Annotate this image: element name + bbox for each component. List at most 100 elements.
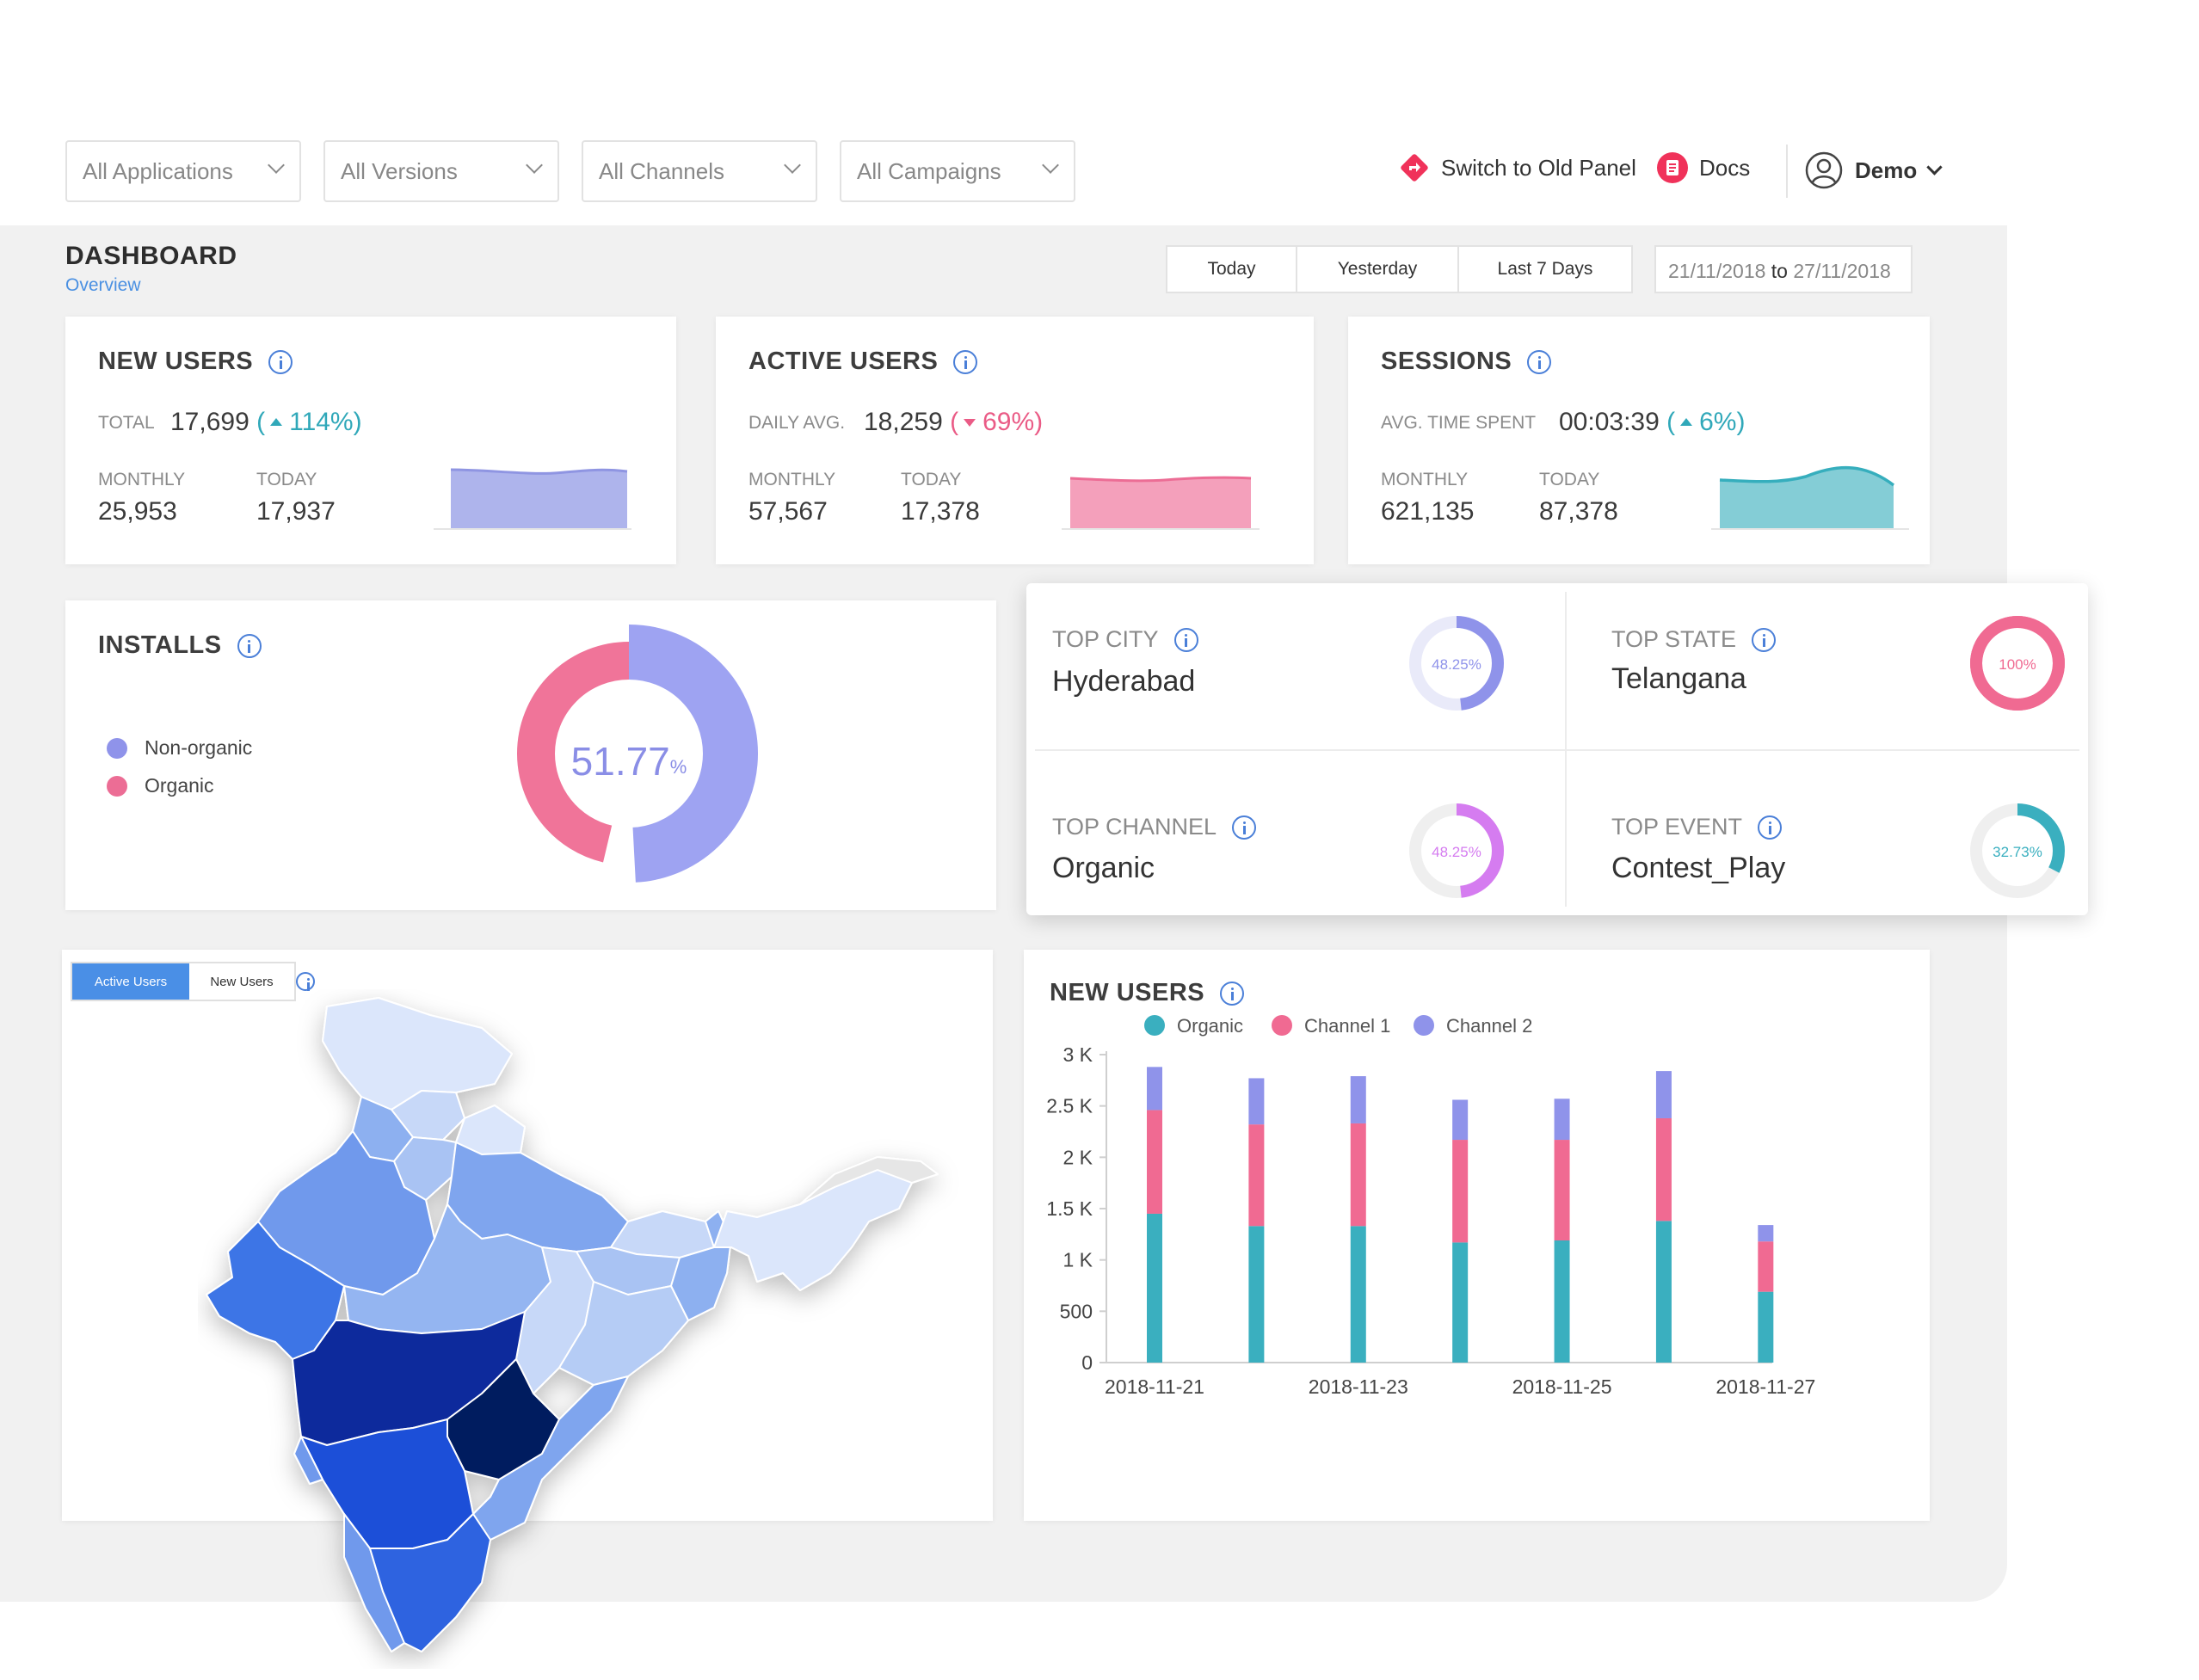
legend-dot xyxy=(1272,1015,1292,1036)
map-region-odisha xyxy=(558,1281,689,1386)
applications-dropdown-label: All Applications xyxy=(83,158,233,184)
bar-segment-organic[interactable] xyxy=(1350,1226,1366,1363)
bar-segment-channel-1[interactable] xyxy=(1758,1241,1774,1292)
range-yesterday-button[interactable]: Yesterday xyxy=(1297,247,1459,292)
y-tick-label: 500 xyxy=(1060,1300,1093,1322)
docs-label: Docs xyxy=(1699,154,1751,181)
docs-link[interactable]: Docs xyxy=(1656,151,1750,184)
new-users-chart-card: NEW USERS Organic Channel 1 Channel 2 0 500 1… xyxy=(1024,950,1930,1521)
info-icon[interactable] xyxy=(1232,815,1257,840)
top-state-value: Telangana xyxy=(1611,662,1746,695)
info-icon[interactable] xyxy=(296,972,315,991)
monthly-label: MONTHLY xyxy=(748,470,836,489)
x-tick-label: 2018-11-25 xyxy=(1512,1375,1612,1398)
installs-card: INSTALLS Non-organic Organic 51.77% xyxy=(65,600,996,910)
top-state-label: TOP STATE xyxy=(1611,626,1777,653)
bar-segment-organic[interactable] xyxy=(1554,1240,1570,1363)
change-value: 69% xyxy=(982,408,1035,436)
india-map[interactable] xyxy=(198,989,972,1669)
bar-segment-organic[interactable] xyxy=(1655,1221,1672,1363)
versions-dropdown-label: All Versions xyxy=(341,158,458,184)
info-icon[interactable] xyxy=(1527,349,1552,374)
channels-dropdown[interactable]: All Channels xyxy=(582,140,817,202)
avg-time-change: (6%) xyxy=(1666,408,1746,436)
date-separator: to xyxy=(1771,260,1788,282)
y-tick-label: 2 K xyxy=(1063,1146,1093,1168)
range-last-7-days-button[interactable]: Last 7 Days xyxy=(1497,259,1593,279)
monthly-value: 25,953 xyxy=(98,497,177,526)
active-users-title-text: ACTIVE USERS xyxy=(748,348,939,375)
chevron-down-icon xyxy=(268,157,285,174)
legend-dot xyxy=(1414,1015,1434,1036)
range-today-button[interactable]: Today xyxy=(1167,247,1297,292)
bar-segment-organic[interactable] xyxy=(1452,1242,1469,1363)
change-value: 6% xyxy=(1699,408,1737,436)
active-users-sparkline xyxy=(1062,476,1260,530)
switch-old-panel-label: Switch to Old Panel xyxy=(1441,154,1636,181)
date-range-picker[interactable]: 21/11/2018 to 27/11/2018 xyxy=(1654,245,1913,293)
top-channel-value: Organic xyxy=(1052,852,1155,884)
bar-segment-organic[interactable] xyxy=(1248,1226,1265,1363)
y-tick-label: 1 K xyxy=(1063,1249,1093,1271)
map-region-tamil-nadu xyxy=(369,1513,491,1652)
legend-non-organic: Non-organic xyxy=(107,736,252,760)
bar-segment-channel-2[interactable] xyxy=(1554,1098,1570,1141)
info-icon[interactable] xyxy=(1173,627,1198,652)
today-value: 17,378 xyxy=(901,497,980,526)
tab-new-users[interactable]: New Users xyxy=(189,963,294,1000)
date-to: 27/11/2018 xyxy=(1793,260,1891,282)
date-range-buttons: Today Yesterday Last 7 Days xyxy=(1166,245,1633,293)
trend-up-icon xyxy=(270,417,283,426)
ring-pct: 48.25% xyxy=(1432,844,1481,860)
tab-active-users[interactable]: Active Users xyxy=(72,963,189,1000)
stacked-bar-chart: Organic Channel 1 Channel 2 0 500 1 K 1.5 K 2 K… xyxy=(1046,1015,1815,1398)
bar-segment-channel-2[interactable] xyxy=(1655,1071,1672,1118)
installs-title-text: INSTALLS xyxy=(98,631,222,659)
bar-segment-channel-1[interactable] xyxy=(1452,1140,1469,1243)
today-label: TODAY xyxy=(1539,470,1600,489)
map-region-goa xyxy=(293,1436,323,1485)
bar-segment-channel-1[interactable] xyxy=(1248,1124,1265,1227)
campaigns-dropdown[interactable]: All Campaigns xyxy=(840,140,1075,202)
bar-segment-channel-1[interactable] xyxy=(1554,1140,1570,1240)
bar-segment-channel-2[interactable] xyxy=(1350,1076,1366,1123)
chevron-down-icon xyxy=(526,157,543,174)
top-event-value: Contest_Play xyxy=(1611,852,1786,884)
info-icon[interactable] xyxy=(1752,627,1777,652)
donut-slice-organic[interactable] xyxy=(517,642,741,865)
daily-avg-number: 18,259 xyxy=(864,408,943,436)
bar-segment-channel-1[interactable] xyxy=(1147,1110,1162,1214)
info-icon[interactable] xyxy=(953,349,978,374)
bar-segment-channel-2[interactable] xyxy=(1248,1078,1265,1125)
info-icon[interactable] xyxy=(1220,981,1245,1006)
versions-dropdown[interactable]: All Versions xyxy=(323,140,559,202)
tops-horizontal-divider xyxy=(1035,749,2079,751)
trend-up-icon xyxy=(1680,417,1693,426)
bar-segment-channel-2[interactable] xyxy=(1452,1099,1469,1141)
bar-segment-organic[interactable] xyxy=(1147,1213,1162,1363)
breadcrumb-overview[interactable]: Overview xyxy=(65,275,141,295)
switch-old-panel-link[interactable]: Switch to Old Panel xyxy=(1398,151,1636,184)
new-users-card: NEW USERS TOTAL 17,699 (114%) MONTHLY 25… xyxy=(65,317,676,564)
bar-segment-organic[interactable] xyxy=(1758,1291,1774,1363)
map-region-gujarat xyxy=(206,1221,345,1360)
bar-segment-channel-2[interactable] xyxy=(1147,1067,1162,1111)
user-menu[interactable]: Demo xyxy=(1805,151,1943,189)
channels-dropdown-label: All Channels xyxy=(599,158,724,184)
bar-segment-channel-2[interactable] xyxy=(1758,1225,1774,1242)
legend-dot xyxy=(107,775,127,797)
info-icon[interactable] xyxy=(1758,815,1783,840)
info-icon[interactable] xyxy=(268,349,293,374)
y-tick-label: 3 K xyxy=(1063,1043,1093,1066)
bar-segment-channel-1[interactable] xyxy=(1350,1123,1366,1227)
today-value: 17,937 xyxy=(256,497,336,526)
sessions-title: SESSIONS xyxy=(1381,348,1552,376)
chevron-down-icon xyxy=(784,157,801,174)
donut-center-value: 51.77% xyxy=(571,739,687,784)
info-icon[interactable] xyxy=(237,633,262,658)
bar-segment-channel-1[interactable] xyxy=(1655,1117,1672,1222)
applications-dropdown[interactable]: All Applications xyxy=(65,140,301,202)
top-state-ring: 100% xyxy=(1970,616,2065,711)
x-tick-label: 2018-11-27 xyxy=(1715,1375,1815,1398)
map-tabs: Active Users New Users xyxy=(71,962,296,1001)
